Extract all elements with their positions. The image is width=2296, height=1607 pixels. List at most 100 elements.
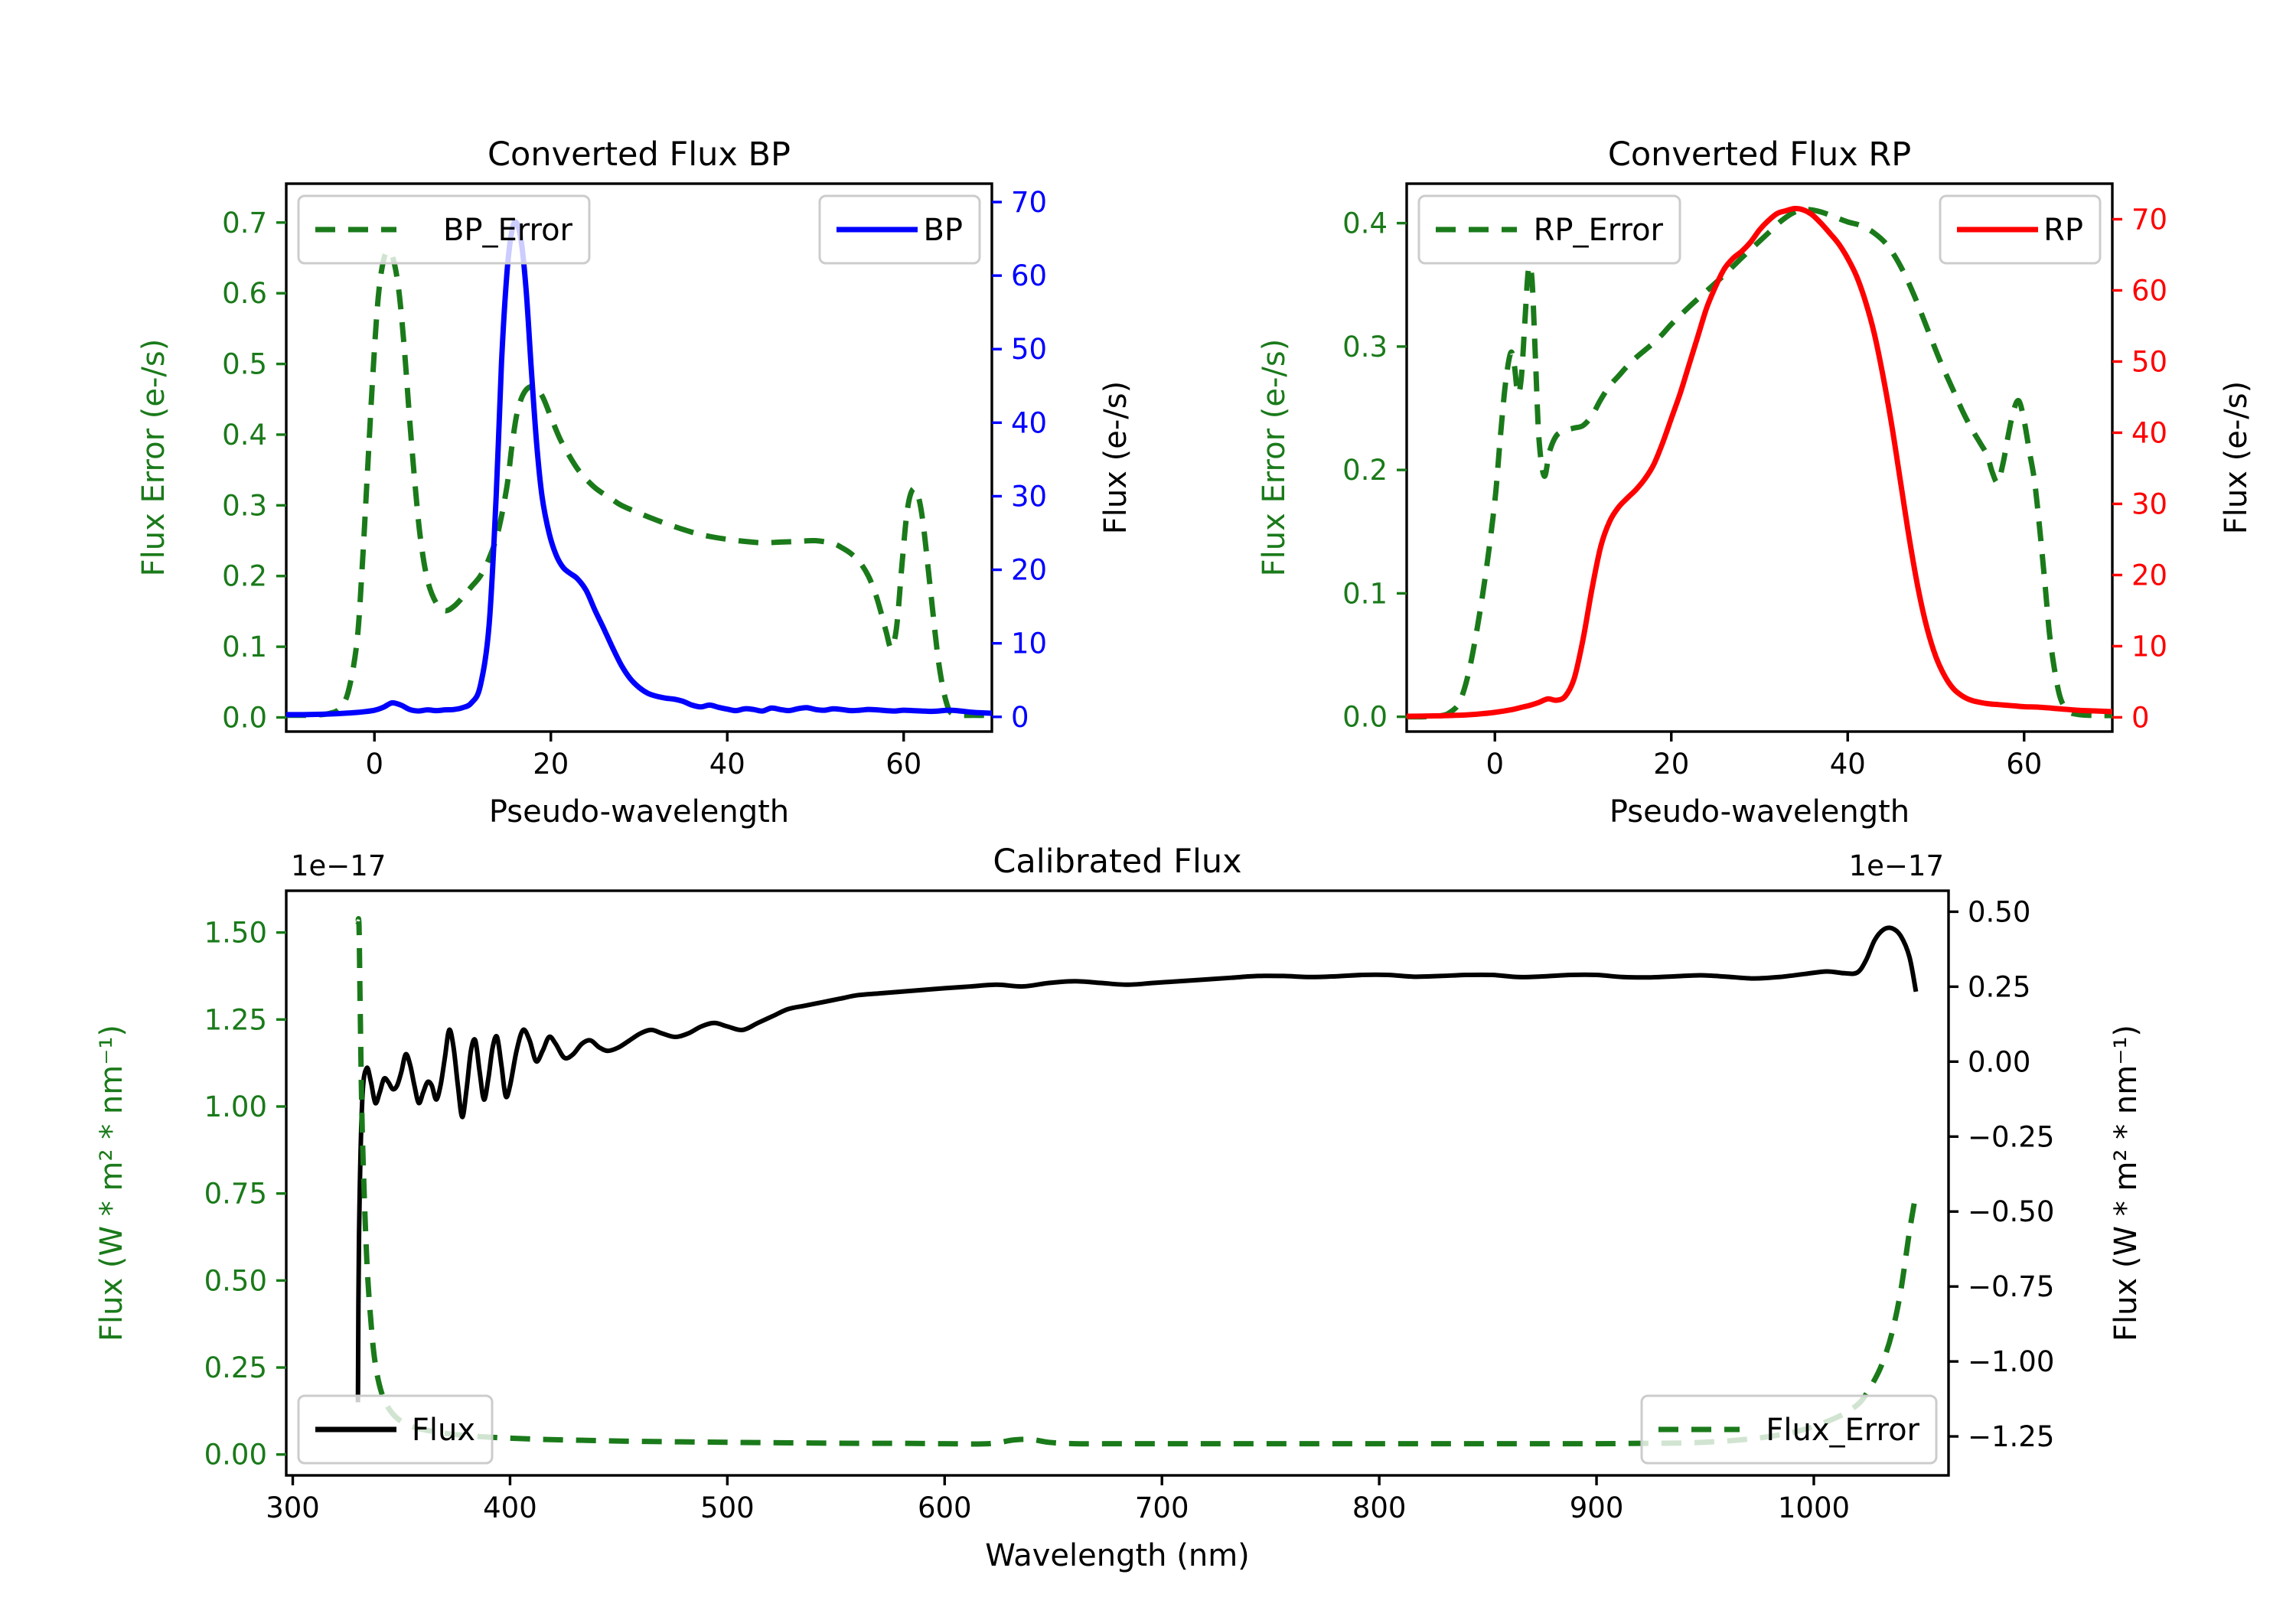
converted-flux-rp-yticklabel-left: 0.3 <box>1342 331 1388 363</box>
converted-flux-rp-yticklabel-right: 30 <box>2131 487 2167 520</box>
legend-label: RP <box>2043 213 2083 248</box>
converted-flux-rp-series-rp <box>1407 206 2112 719</box>
calibrated-flux-ylabel-right: Flux (W * m² * nm⁻¹) <box>2108 1025 2144 1341</box>
converted-flux-bp-axes-frame <box>285 182 993 733</box>
legend-frame <box>1417 194 1681 265</box>
calibrated-flux-ylabel-left: Flux (W * m² * nm⁻¹) <box>94 1025 129 1341</box>
converted-flux-rp-yticklabel-left: 0.1 <box>1342 577 1388 610</box>
converted-flux-rp-yticklabel-right: 70 <box>2131 203 2167 236</box>
calibrated-flux-title: Calibrated Flux <box>993 843 1241 881</box>
calibrated-flux-yticklabel-right: 0.50 <box>1968 895 2030 928</box>
calibrated-flux-yticklabel-right: −0.25 <box>1968 1120 2054 1153</box>
calibrated-flux-yticklabel-left: 1.50 <box>204 917 267 950</box>
calibrated-flux-yticklabel-right: 0.25 <box>1968 970 2030 1003</box>
converted-flux-bp-ylabel-right: Flux (e-/s) <box>1098 381 1133 534</box>
converted-flux-bp-xticklabel: 0 <box>365 748 383 781</box>
calibrated-flux-yticklabel-right: −0.50 <box>1968 1195 2054 1228</box>
calibrated-flux-series-flux-error <box>355 916 1919 1447</box>
converted-flux-rp-yticklabel-right: 40 <box>2131 416 2167 449</box>
converted-flux-bp-xticklabel: 60 <box>885 748 921 781</box>
calibrated-flux-yticklabel-right: −0.75 <box>1968 1270 2054 1303</box>
converted-flux-bp-title: Converted Flux BP <box>488 135 791 174</box>
converted-flux-bp-xticklabel: 40 <box>709 748 745 781</box>
calibrated-flux-xticklabel: 700 <box>1135 1491 1189 1524</box>
converted-flux-rp-yticklabel-left: 0.4 <box>1342 207 1388 240</box>
converted-flux-rp-xlabel: Pseudo-wavelength <box>1609 794 1910 830</box>
converted-flux-rp-title: Converted Flux RP <box>1608 135 1911 174</box>
converted-flux-rp-legend-rp[interactable]: RP <box>1939 194 2102 265</box>
calibrated-flux-xticklabel: 1000 <box>1778 1491 1850 1524</box>
calibrated-flux-offset-left: 1e−17 <box>291 849 386 882</box>
converted-flux-rp-xticklabel: 40 <box>1830 748 1866 781</box>
converted-flux-bp-yticklabel-left: 0.4 <box>222 419 267 451</box>
converted-flux-rp-ylabel-left: Flux Error (e-/s) <box>1257 339 1292 577</box>
converted-flux-rp-yticklabel-right: 20 <box>2131 559 2167 592</box>
calibrated-flux-yticklabel-left: 1.00 <box>204 1090 267 1123</box>
converted-flux-rp-xticklabel: 20 <box>1653 748 1689 781</box>
converted-flux-bp-yticklabel-left: 0.2 <box>222 560 267 593</box>
converted-flux-rp-yticklabel-right: 10 <box>2131 630 2167 663</box>
converted-flux-bp-yticklabel-left: 0.3 <box>222 489 267 522</box>
converted-flux-bp-yticklabel-right: 50 <box>1011 333 1047 366</box>
converted-flux-rp-yticklabel-left: 0.0 <box>1342 701 1388 734</box>
converted-flux-bp-yticklabel-left: 0.6 <box>222 277 267 310</box>
converted-flux-bp-yticklabel-right: 10 <box>1011 627 1047 660</box>
calibrated-flux-yticklabel-left: 0.25 <box>204 1351 267 1384</box>
converted-flux-rp-yticklabel-left: 0.2 <box>1342 454 1388 487</box>
converted-flux-bp-legend-bp-error[interactable]: BP_Error <box>297 194 591 265</box>
legend-label: RP_Error <box>1534 213 1664 248</box>
converted-flux-bp-ylabel-left: Flux Error (e-/s) <box>136 339 171 577</box>
converted-flux-rp-xticklabel: 0 <box>1486 748 1504 781</box>
calibrated-flux-xticklabel: 800 <box>1352 1491 1407 1524</box>
calibrated-flux-legend-flux-error[interactable]: Flux_Error <box>1640 1394 1938 1465</box>
converted-flux-bp-series-bp-error <box>286 248 992 719</box>
converted-flux-bp-yticklabel-right: 20 <box>1011 554 1047 587</box>
calibrated-flux-axes-frame <box>285 889 1950 1477</box>
converted-flux-rp-ylabel-right: Flux (e-/s) <box>2219 381 2254 534</box>
calibrated-flux-legend-flux[interactable]: Flux <box>297 1394 494 1465</box>
converted-flux-bp-yticklabel-left: 0.0 <box>222 702 267 735</box>
converted-flux-rp-legend-rp-error[interactable]: RP_Error <box>1417 194 1681 265</box>
calibrated-flux-series-flux <box>355 925 1919 1403</box>
converted-flux-rp-series-rp-error <box>1407 207 2112 720</box>
converted-flux-bp-yticklabel-right: 70 <box>1011 186 1047 219</box>
calibrated-flux-yticklabel-left: 0.75 <box>204 1178 267 1211</box>
legend-label: BP <box>923 213 963 248</box>
calibrated-flux-yticklabel-right: −1.00 <box>1968 1345 2054 1378</box>
calibrated-flux-xticklabel: 500 <box>700 1491 755 1524</box>
calibrated-flux-yticklabel-right: −1.25 <box>1968 1420 2054 1453</box>
legend-label: Flux_Error <box>1766 1413 1919 1448</box>
calibrated-flux-yticklabel-right: 0.00 <box>1968 1045 2030 1078</box>
converted-flux-bp-yticklabel-right: 0 <box>1011 701 1029 734</box>
converted-flux-bp-legend-bp[interactable]: BP <box>818 194 981 265</box>
converted-flux-bp-yticklabel-right: 60 <box>1011 259 1047 292</box>
converted-flux-bp-xlabel: Pseudo-wavelength <box>489 794 789 830</box>
converted-flux-rp-axes-frame <box>1405 182 2114 733</box>
converted-flux-bp-yticklabel-right: 30 <box>1011 480 1047 513</box>
calibrated-flux-xlabel: Wavelength (nm) <box>985 1538 1250 1573</box>
converted-flux-bp-yticklabel-left: 0.1 <box>222 631 267 663</box>
converted-flux-bp-series-bp <box>286 219 992 718</box>
legend-frame <box>1640 1394 1938 1465</box>
converted-flux-bp-yticklabel-left: 0.7 <box>222 207 267 240</box>
calibrated-flux-yticklabel-left: 0.50 <box>204 1264 267 1297</box>
legend-frame <box>297 194 591 265</box>
legend-label: Flux <box>412 1413 475 1448</box>
converted-flux-bp-xticklabel: 20 <box>533 748 569 781</box>
converted-flux-rp-yticklabel-right: 0 <box>2131 701 2150 734</box>
converted-flux-bp-yticklabel-right: 40 <box>1011 406 1047 439</box>
calibrated-flux-xticklabel: 900 <box>1570 1491 1624 1524</box>
calibrated-flux-xticklabel: 600 <box>918 1491 972 1524</box>
converted-flux-rp-xticklabel: 60 <box>2006 748 2042 781</box>
calibrated-flux-yticklabel-left: 0.00 <box>204 1439 267 1472</box>
calibrated-flux-xticklabel: 300 <box>266 1491 320 1524</box>
converted-flux-rp-yticklabel-right: 50 <box>2131 345 2167 378</box>
calibrated-flux-offset-right: 1e−17 <box>1849 849 1944 882</box>
converted-flux-rp-yticklabel-right: 60 <box>2131 274 2167 307</box>
converted-flux-bp-yticklabel-left: 0.5 <box>222 348 267 381</box>
calibrated-flux-yticklabel-left: 1.25 <box>204 1003 267 1036</box>
calibrated-flux-xticklabel: 400 <box>483 1491 537 1524</box>
legend-label: BP_Error <box>443 213 573 248</box>
